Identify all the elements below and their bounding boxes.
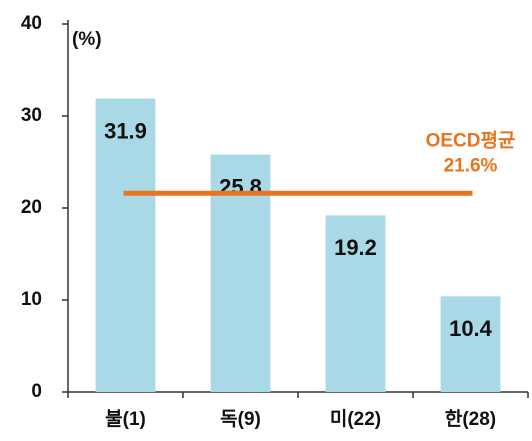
x-tick-label: 한(28): [445, 408, 496, 430]
y-tick-label: 10: [21, 289, 42, 310]
y-tick-label: 40: [21, 13, 42, 34]
bar: [440, 296, 501, 392]
y-unit-label: (%): [72, 29, 102, 50]
y-tick-label: 30: [21, 105, 42, 126]
y-tick-label: 20: [21, 197, 42, 218]
x-tick-label: 불(1): [105, 408, 146, 430]
x-tick-label: 독(9): [220, 408, 261, 430]
reference-value-label: 21.6%: [444, 155, 498, 176]
x-tick-label: 미(22): [330, 408, 381, 430]
y-tick-label: 0: [31, 381, 42, 402]
bar: [325, 215, 386, 392]
reference-label: OECD평균: [426, 129, 516, 151]
data-label: 10.4: [449, 316, 493, 341]
bar: [95, 98, 156, 393]
data-label: 19.2: [334, 235, 377, 260]
data-label: 31.9: [104, 118, 147, 143]
